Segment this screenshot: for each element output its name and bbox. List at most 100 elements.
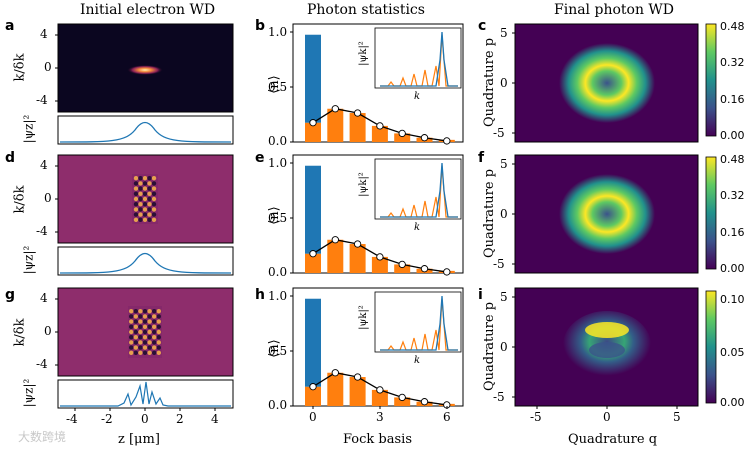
tick-g-4: 4 <box>40 291 48 305</box>
inset-b <box>374 27 462 89</box>
fringe-dot <box>129 350 134 355</box>
poisson-fit-point-6 <box>443 268 451 276</box>
fringe-dot <box>156 350 161 355</box>
fringe-dot <box>138 217 143 222</box>
tick-b-1: 1.0 <box>268 25 288 39</box>
fringe-dot <box>133 314 138 319</box>
cbar-i-tick-0: 0.10 <box>720 293 745 306</box>
fringe-dot <box>133 309 138 314</box>
fringe-dot <box>147 186 152 191</box>
bars-h <box>305 298 455 409</box>
fringe-dot <box>151 207 157 212</box>
tick-f-m5: -5 <box>493 257 505 271</box>
panel-g-heatmap <box>57 287 234 377</box>
fringe-dot <box>133 329 138 335</box>
tick-fock-6: 6 <box>443 410 451 424</box>
panel-label-a: a <box>5 18 15 34</box>
poisson-fit-point-4 <box>398 260 406 269</box>
panel-f-wigner <box>514 154 699 274</box>
fringe-dot <box>142 196 148 202</box>
panel-g-fringes <box>128 306 162 358</box>
tick-g-0: 0 <box>44 324 52 338</box>
cbar-c-tick-2: 0.16 <box>720 93 745 106</box>
right-ylabel-f: Quadrature p <box>482 168 498 259</box>
panel-label-g: g <box>5 287 16 303</box>
fringe-dot <box>147 324 152 329</box>
right-ylabel-i: Quadrature p <box>482 301 498 392</box>
fringe-dot <box>142 350 148 355</box>
fringe-dot <box>129 345 134 350</box>
tick-f-5: 5 <box>500 157 508 171</box>
fringe-dot <box>129 309 134 314</box>
bar-initial-0 <box>305 298 321 387</box>
fringe-dot <box>129 324 134 329</box>
fringe-dot <box>156 340 161 345</box>
tick-a-4: 4 <box>40 27 48 41</box>
fringe-dot <box>142 324 148 329</box>
fringe-dot <box>142 202 148 207</box>
cbar-c-tick-1: 0.32 <box>720 56 745 69</box>
fringe-dot <box>138 176 143 181</box>
poisson-fit-point-0 <box>309 119 317 127</box>
inset-b-xlabel: k <box>414 91 421 102</box>
fringe-dot <box>133 340 138 345</box>
inset-h-xlabel: k <box>414 355 421 366</box>
inset-e-ylabel: |ψk|² <box>357 172 369 197</box>
fringe-dot <box>142 207 148 212</box>
fringe-dot <box>133 324 138 329</box>
panel-i-wigner <box>514 287 699 407</box>
title-photon-statistics: Photon statistics <box>307 2 425 18</box>
fringe-dot <box>133 335 138 340</box>
fringe-dot <box>142 314 148 319</box>
fringe-dot <box>152 324 157 329</box>
left-sub-ylabel-a: |ψz|² <box>21 114 36 144</box>
fringe-dot <box>138 345 143 350</box>
fringe-dot <box>129 329 134 335</box>
bar-final-0 <box>305 122 321 142</box>
inset-e <box>374 158 462 220</box>
fringe-dot <box>142 217 148 222</box>
poisson-fit-point-2 <box>353 240 362 248</box>
tick-d-4: 4 <box>40 158 48 172</box>
poisson-fit-point-0 <box>309 250 317 258</box>
poisson-fit-point-5 <box>420 398 429 406</box>
cbar-f-tick-3: 0.00 <box>720 262 745 275</box>
inset-h <box>374 291 462 353</box>
tick-f-0: 0 <box>500 207 508 221</box>
fringe-dot <box>142 335 148 340</box>
fringe-dot <box>138 329 143 335</box>
tick-i-5: 5 <box>500 290 508 304</box>
fringe-dot <box>133 186 139 191</box>
fringe-dot <box>142 340 148 345</box>
left-ylabel-a: k/δk <box>12 53 28 82</box>
fringe-dot <box>147 350 152 355</box>
panel-d-fringes <box>132 174 158 224</box>
fringe-dot <box>151 212 157 217</box>
tick-fock-0: 0 <box>309 410 317 424</box>
fringe-dot <box>151 196 157 202</box>
fringe-dot <box>138 191 143 196</box>
fringe-dot <box>151 191 157 196</box>
fringe-dot <box>129 335 134 340</box>
fringe-dot <box>138 212 143 217</box>
colorbar-f <box>705 156 717 270</box>
fringe-dot <box>138 340 143 345</box>
fringe-dot <box>147 309 152 314</box>
fringe-dot <box>147 314 152 319</box>
tick-a-m4: -4 <box>36 93 48 107</box>
fringe-dot <box>151 202 157 207</box>
fringe-dot <box>133 217 139 222</box>
tick-e-1: 1.0 <box>268 156 288 170</box>
cbar-f-tick-2: 0.16 <box>720 226 745 239</box>
panel-label-d: d <box>5 150 16 166</box>
bar-final-3 <box>371 125 388 142</box>
tick-c-0: 0 <box>500 76 508 90</box>
tick-q-m5: -5 <box>530 410 542 424</box>
fringe-dot <box>133 350 138 355</box>
bar-initial-0 <box>305 34 321 123</box>
fringe-dot <box>156 335 161 340</box>
poisson-fit-point-1 <box>331 369 339 377</box>
poisson-fit-point-2 <box>353 373 362 381</box>
bar-final-2 <box>349 244 366 273</box>
cbar-c-tick-3: 0.00 <box>720 129 745 142</box>
